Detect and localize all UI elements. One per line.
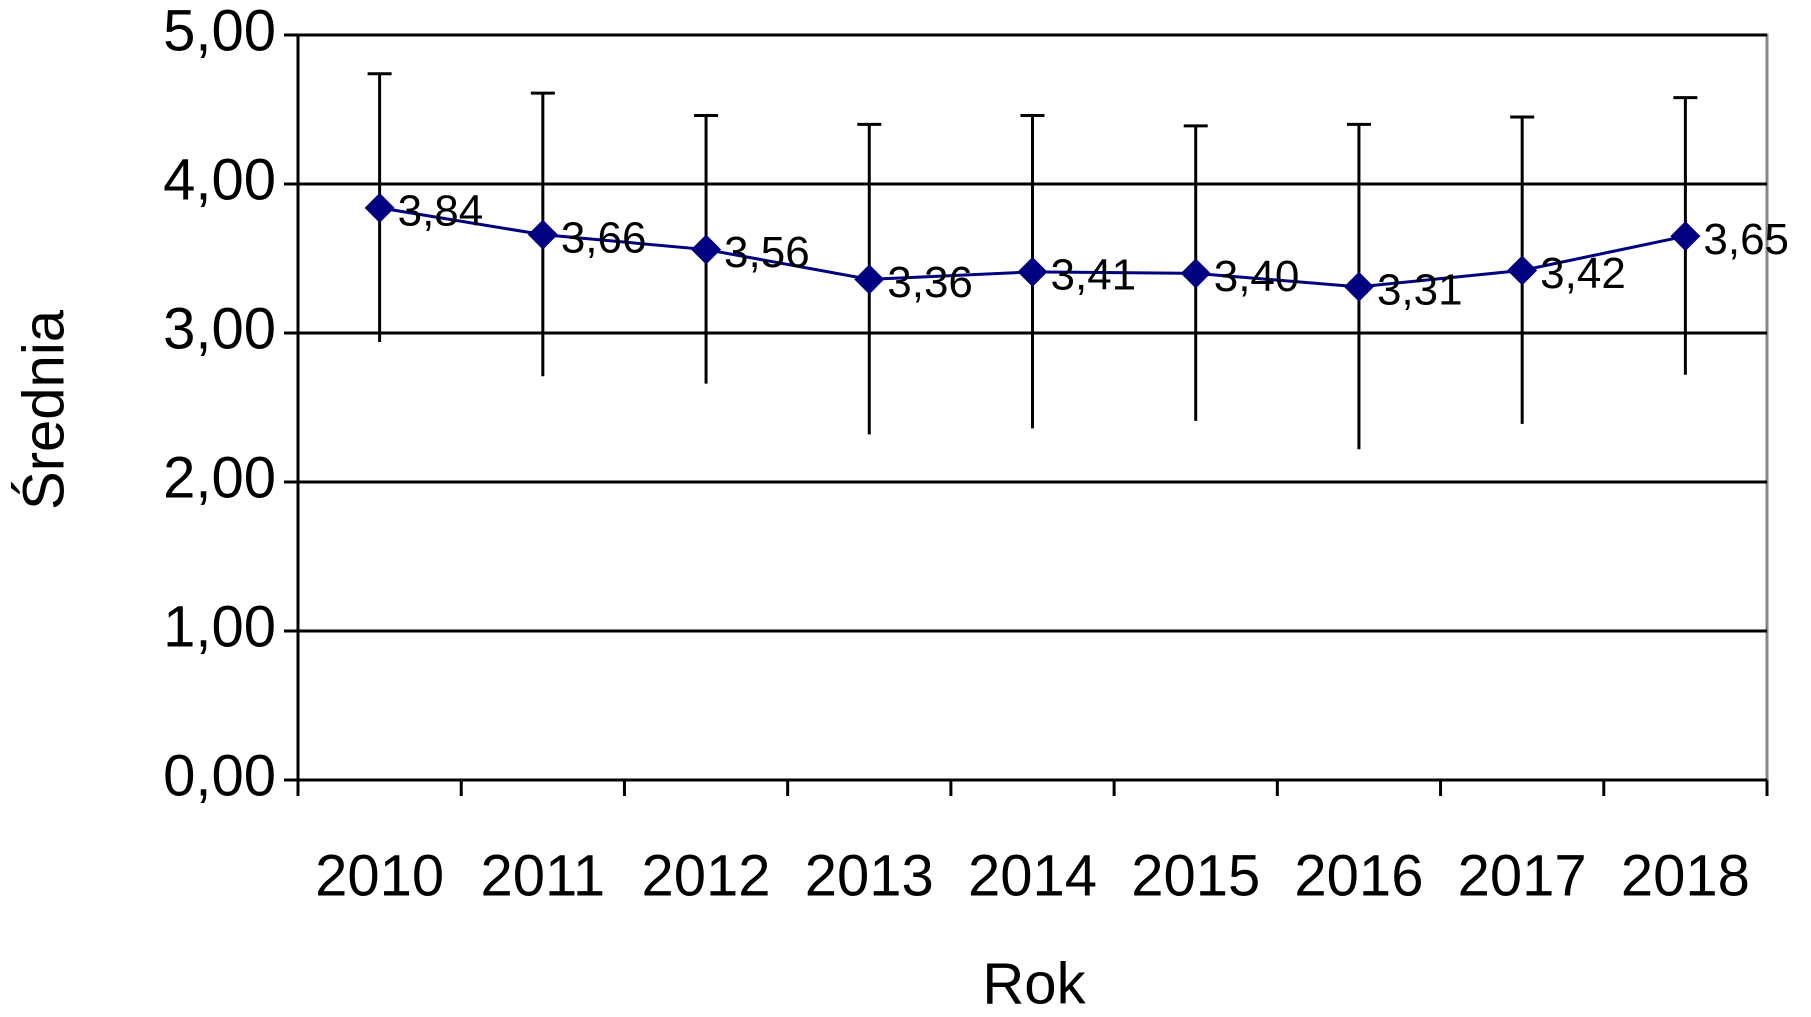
x-tick-label: 2013 bbox=[805, 843, 934, 908]
y-tick-label: 0,00 bbox=[163, 743, 276, 808]
x-axis-title: Rok bbox=[982, 951, 1086, 1016]
data-label: 3,41 bbox=[1051, 251, 1137, 300]
data-point bbox=[364, 192, 395, 223]
y-tick-label: 1,00 bbox=[163, 594, 276, 659]
y-tick-label: 4,00 bbox=[163, 147, 276, 212]
y-tick-label: 3,00 bbox=[163, 296, 276, 361]
x-tick-label: 2015 bbox=[1131, 843, 1260, 908]
data-point bbox=[1343, 271, 1374, 302]
y-tick-label: 5,00 bbox=[163, 0, 276, 63]
data-label: 3,42 bbox=[1540, 249, 1626, 298]
data-point bbox=[1017, 256, 1048, 287]
y-tick-label: 2,00 bbox=[163, 445, 276, 510]
y-axis-title: Średnia bbox=[11, 309, 76, 510]
data-label: 3,66 bbox=[561, 213, 647, 262]
x-tick-label: 2014 bbox=[968, 843, 1097, 908]
data-point bbox=[1507, 255, 1538, 286]
x-tick-label: 2016 bbox=[1294, 843, 1423, 908]
data-point bbox=[854, 264, 885, 295]
data-label: 3,36 bbox=[887, 258, 973, 307]
data-label: 3,56 bbox=[724, 228, 810, 277]
data-point bbox=[1180, 258, 1211, 289]
x-tick-label: 2010 bbox=[315, 843, 444, 908]
data-label: 3,40 bbox=[1214, 252, 1300, 301]
data-point bbox=[691, 234, 722, 265]
x-tick-label: 2012 bbox=[642, 843, 771, 908]
x-tick-label: 2018 bbox=[1621, 843, 1750, 908]
x-tick-label: 2017 bbox=[1458, 843, 1587, 908]
data-point bbox=[527, 219, 558, 250]
data-label: 3,65 bbox=[1703, 215, 1789, 264]
data-point bbox=[1670, 221, 1701, 252]
x-tick-label: 2011 bbox=[480, 843, 605, 908]
data-label: 3,84 bbox=[398, 186, 484, 235]
data-label: 3,31 bbox=[1377, 265, 1463, 314]
